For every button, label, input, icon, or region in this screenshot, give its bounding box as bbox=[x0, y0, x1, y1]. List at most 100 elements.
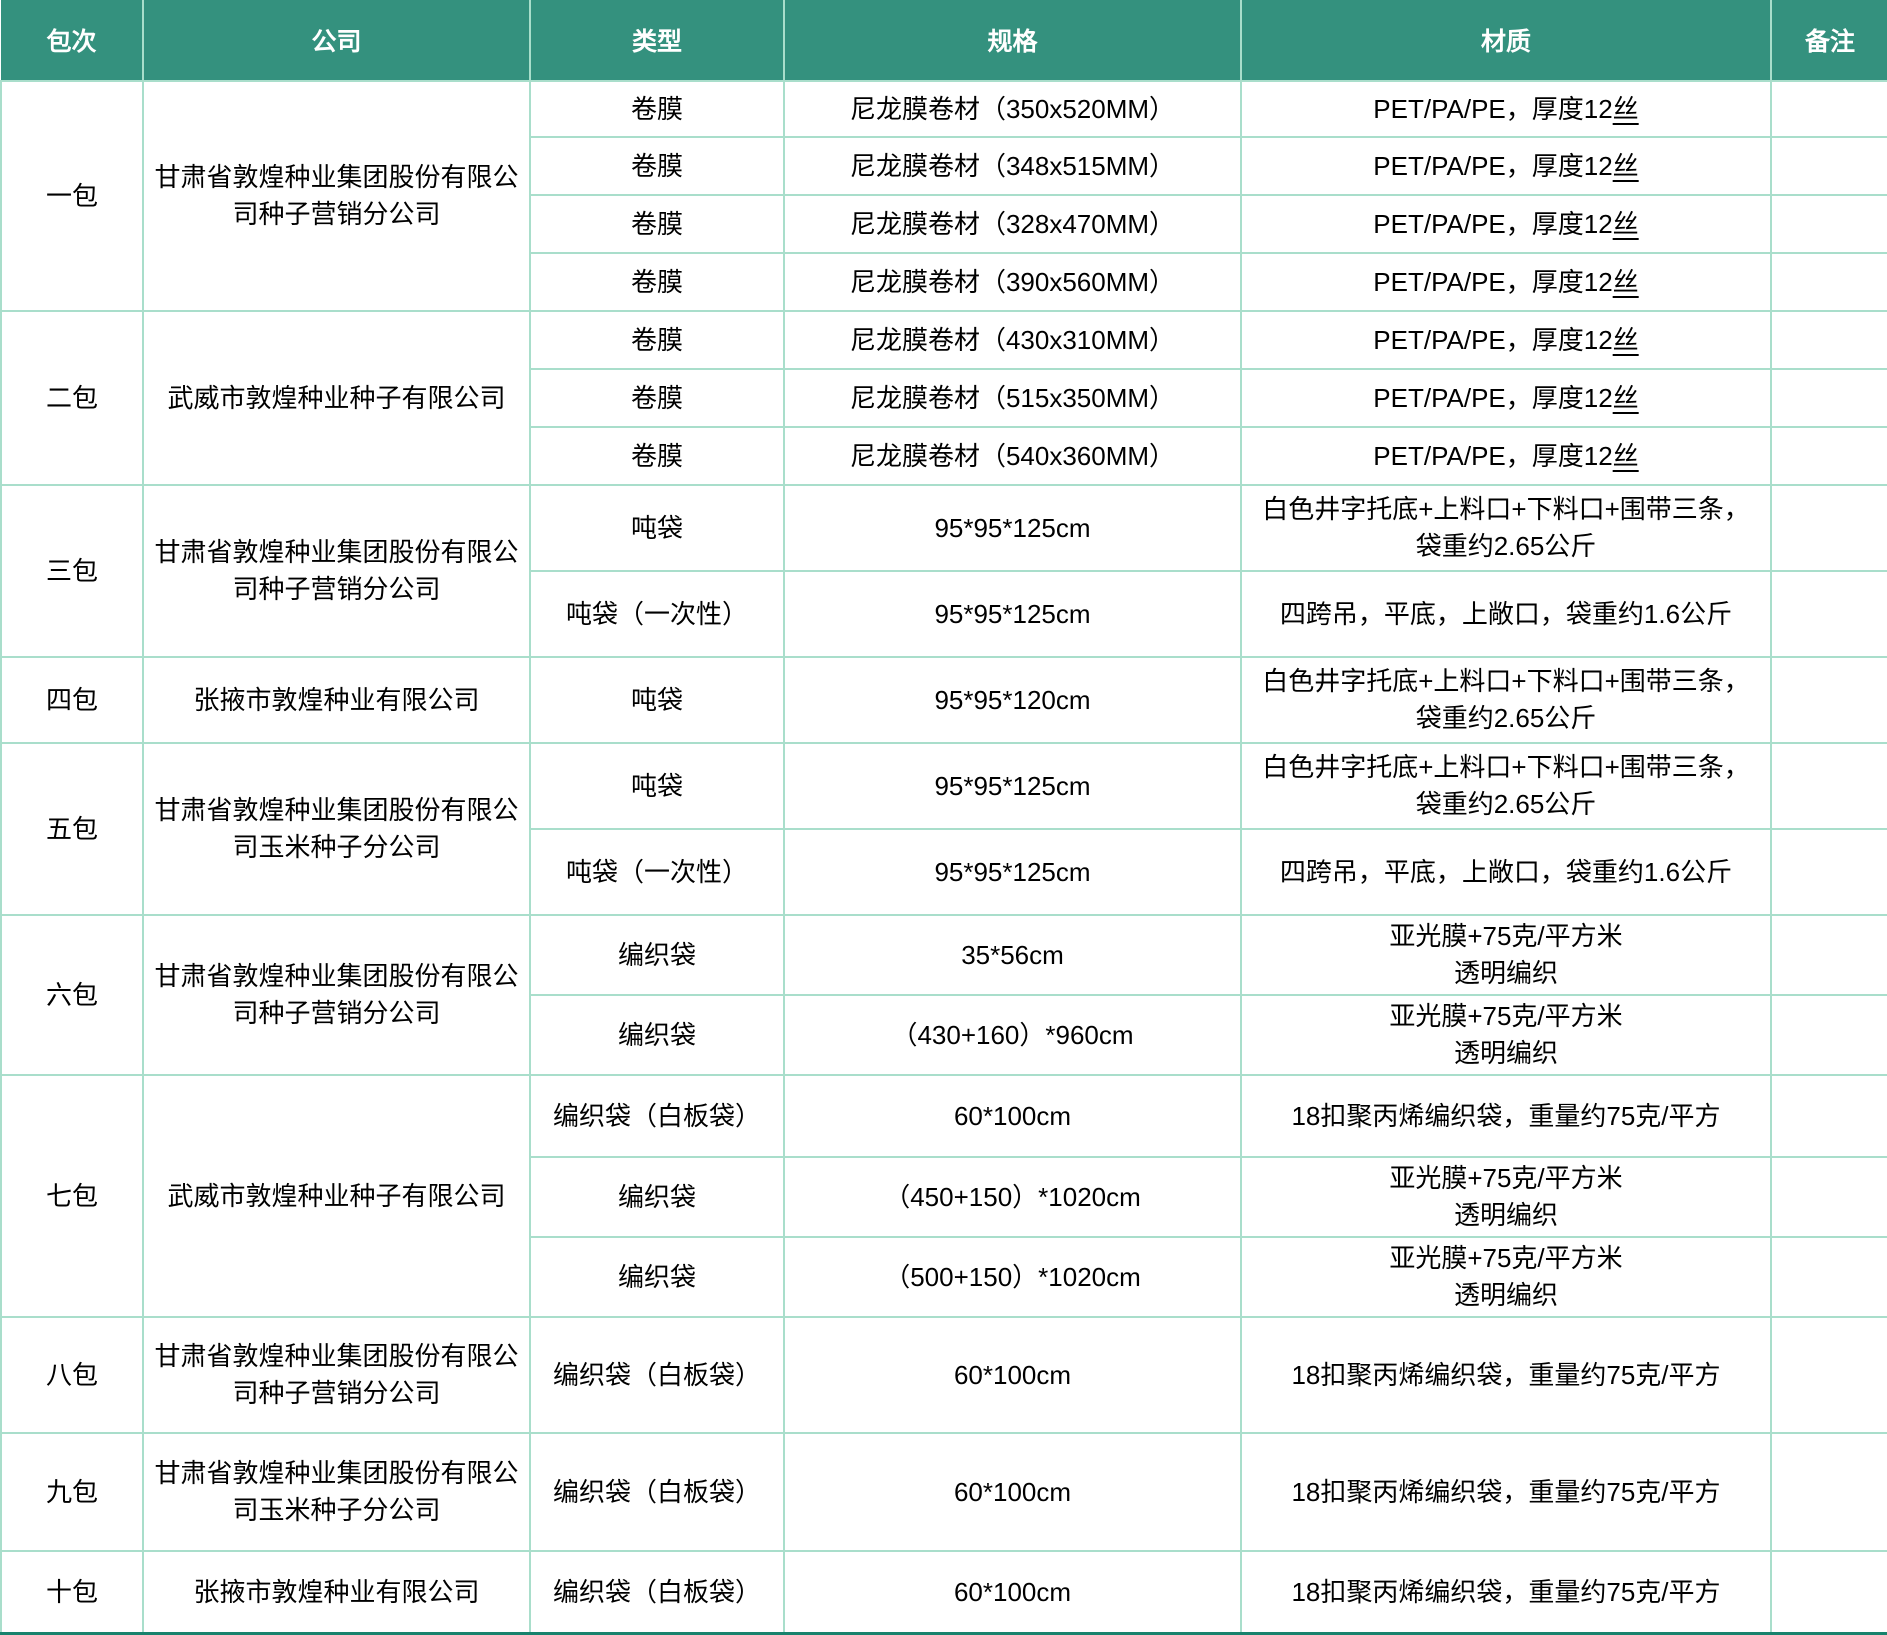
material-cell: 亚光膜+75克/平方米 透明编织 bbox=[1240, 1236, 1772, 1318]
note-cell bbox=[1770, 1432, 1887, 1552]
type-cell: 吨袋（一次性） bbox=[529, 828, 785, 916]
material-text: 白色井字托底+上料口+下料口+围带三条， bbox=[1262, 752, 1750, 782]
type-cell: 卷膜 bbox=[529, 194, 785, 254]
batch-cell: 七包 bbox=[0, 1074, 144, 1318]
material-line: 袋重约2.65公斤 bbox=[1248, 700, 1764, 737]
material-line: 亚光膜+75克/平方米 bbox=[1248, 1240, 1764, 1277]
material-line: PET/PA/PE，厚度12丝 bbox=[1248, 206, 1764, 243]
material-text: 18扣聚丙烯编织袋，重量约75克/平方 bbox=[1291, 1576, 1721, 1607]
material-text: PET/PA/PE，厚度12 bbox=[1373, 93, 1613, 124]
spec-cell: 尼龙膜卷材（328x470MM） bbox=[783, 194, 1242, 254]
material-text: 四跨吊，平底，上敞口，袋重约1.6公斤 bbox=[1279, 598, 1733, 629]
spec-cell: 60*100cm bbox=[783, 1432, 1242, 1552]
table-header: 包次 公司 类型 规格 材质 备注 bbox=[1, 0, 1887, 82]
type-cell: 卷膜 bbox=[529, 80, 785, 138]
spec-cell: 95*95*120cm bbox=[783, 656, 1242, 744]
table-row: 三包 甘肃省敦煌种业集团股份有限公司种子营销分公司 吨袋 95*95*125cm 白色井… bbox=[0, 484, 1887, 658]
note-cell bbox=[1770, 484, 1887, 572]
note-cell bbox=[1770, 570, 1887, 658]
company-cell: 甘肃省敦煌种业集团股份有限公司玉米种子分公司 bbox=[142, 742, 531, 916]
header-material: 材质 bbox=[1240, 0, 1772, 82]
material-text-underlined: 丝 bbox=[1612, 208, 1639, 239]
material-cell: 白色井字托底+上料口+下料口+围带三条， 袋重约2.65公斤 bbox=[1240, 656, 1772, 744]
table-row: 八包 甘肃省敦煌种业集团股份有限公司种子营销分公司 编织袋（白板袋） 60*100cm… bbox=[0, 1316, 1887, 1434]
note-cell bbox=[1770, 80, 1887, 138]
company-cell: 张掖市敦煌种业有限公司 bbox=[142, 1550, 531, 1635]
batch-cell: 四包 bbox=[0, 656, 144, 744]
material-text: PET/PA/PE，厚度12 bbox=[1373, 208, 1613, 239]
note-cell bbox=[1770, 994, 1887, 1076]
spec-cell: 尼龙膜卷材（348x515MM） bbox=[783, 136, 1242, 196]
note-cell bbox=[1770, 742, 1887, 830]
material-cell: PET/PA/PE，厚度12丝 bbox=[1240, 80, 1772, 138]
header-note: 备注 bbox=[1770, 0, 1887, 82]
note-cell bbox=[1770, 1550, 1887, 1635]
material-text: 透明编织 bbox=[1453, 1038, 1558, 1068]
spec-cell: （430+160）*960cm bbox=[783, 994, 1242, 1076]
company-cell: 甘肃省敦煌种业集团股份有限公司种子营销分公司 bbox=[142, 80, 531, 312]
material-cell: PET/PA/PE，厚度12丝 bbox=[1240, 368, 1772, 428]
type-cell: 卷膜 bbox=[529, 368, 785, 428]
material-text: 袋重约2.65公斤 bbox=[1415, 703, 1597, 733]
material-line: 透明编织 bbox=[1248, 1277, 1764, 1314]
batch-cell: 六包 bbox=[0, 914, 144, 1076]
material-cell: PET/PA/PE，厚度12丝 bbox=[1240, 194, 1772, 254]
batch-cell: 三包 bbox=[0, 484, 144, 658]
material-text: 18扣聚丙烯编织袋，重量约75克/平方 bbox=[1291, 1100, 1721, 1131]
note-cell bbox=[1770, 426, 1887, 486]
spec-cell: 尼龙膜卷材（540x360MM） bbox=[783, 426, 1242, 486]
spec-cell: 尼龙膜卷材（390x560MM） bbox=[783, 252, 1242, 312]
type-cell: 卷膜 bbox=[529, 136, 785, 196]
spec-cell: 尼龙膜卷材（515x350MM） bbox=[783, 368, 1242, 428]
table-row: 卷膜 尼龙膜卷材（515x350MM） PET/PA/PE，厚度12丝 bbox=[1, 368, 1887, 428]
note-cell bbox=[1770, 1156, 1887, 1238]
material-cell: 18扣聚丙烯编织袋，重量约75克/平方 bbox=[1240, 1432, 1772, 1552]
batch-cell: 一包 bbox=[0, 80, 144, 312]
material-line: 白色井字托底+上料口+下料口+围带三条， bbox=[1248, 491, 1764, 528]
note-cell bbox=[1770, 1236, 1887, 1318]
table-row: 六包 甘肃省敦煌种业集团股份有限公司种子营销分公司 编织袋 35*56cm 亚光膜+75… bbox=[0, 914, 1887, 1076]
table-row: 十包 张掖市敦煌种业有限公司 编织袋（白板袋） 60*100cm 18扣聚丙烯编织袋，重… bbox=[0, 1550, 1887, 1635]
material-line: PET/PA/PE，厚度12丝 bbox=[1248, 91, 1764, 128]
spec-cell: 95*95*125cm bbox=[783, 484, 1242, 572]
material-text: 透明编织 bbox=[1453, 958, 1558, 988]
material-line: 亚光膜+75克/平方米 bbox=[1248, 1160, 1764, 1197]
company-cell: 武威市敦煌种业种子有限公司 bbox=[142, 310, 531, 486]
spec-cell: （450+150）*1020cm bbox=[783, 1156, 1242, 1238]
material-line: PET/PA/PE，厚度12丝 bbox=[1248, 438, 1764, 475]
spec-cell: 95*95*125cm bbox=[783, 828, 1242, 916]
material-line: PET/PA/PE，厚度12丝 bbox=[1248, 264, 1764, 301]
type-cell: 吨袋 bbox=[529, 656, 785, 744]
material-text-underlined: 丝 bbox=[1612, 93, 1639, 124]
material-cell: PET/PA/PE，厚度12丝 bbox=[1240, 136, 1772, 196]
table-row: 编织袋 （430+160）*960cm 亚光膜+75克/平方米 透明编织 bbox=[1, 994, 1887, 1076]
material-line: 18扣聚丙烯编织袋，重量约75克/平方 bbox=[1248, 1474, 1764, 1511]
table-row: 七包 武威市敦煌种业种子有限公司 编织袋（白板袋） 60*100cm 18扣聚丙烯编织袋… bbox=[0, 1074, 1887, 1318]
material-text: 亚光膜+75克/平方米 bbox=[1389, 1243, 1623, 1273]
material-cell: PET/PA/PE，厚度12丝 bbox=[1240, 426, 1772, 486]
material-line: PET/PA/PE，厚度12丝 bbox=[1248, 148, 1764, 185]
material-text: 透明编织 bbox=[1453, 1280, 1558, 1310]
spec-cell: 60*100cm bbox=[783, 1074, 1242, 1158]
company-cell: 甘肃省敦煌种业集团股份有限公司种子营销分公司 bbox=[142, 1316, 531, 1434]
material-text: PET/PA/PE，厚度12 bbox=[1373, 324, 1613, 355]
table-body: 一包 甘肃省敦煌种业集团股份有限公司种子营销分公司 卷膜 尼龙膜卷材（350x520M… bbox=[0, 80, 1887, 1635]
material-text: 亚光膜+75克/平方米 bbox=[1389, 1001, 1623, 1031]
note-cell bbox=[1770, 136, 1887, 196]
spec-cell: 尼龙膜卷材（350x520MM） bbox=[783, 80, 1242, 138]
spec-cell: 95*95*125cm bbox=[783, 570, 1242, 658]
material-line: 18扣聚丙烯编织袋，重量约75克/平方 bbox=[1248, 1574, 1764, 1611]
material-cell: PET/PA/PE，厚度12丝 bbox=[1240, 310, 1772, 370]
type-cell: 编织袋 bbox=[529, 914, 785, 996]
company-cell: 武威市敦煌种业种子有限公司 bbox=[142, 1074, 531, 1318]
material-text: 亚光膜+75克/平方米 bbox=[1389, 921, 1623, 951]
material-text: 四跨吊，平底，上敞口，袋重约1.6公斤 bbox=[1279, 856, 1733, 887]
material-text: 袋重约2.65公斤 bbox=[1415, 789, 1597, 819]
material-cell: 亚光膜+75克/平方米 透明编织 bbox=[1240, 1156, 1772, 1238]
material-line: PET/PA/PE，厚度12丝 bbox=[1248, 380, 1764, 417]
material-line: 透明编织 bbox=[1248, 1035, 1764, 1072]
company-cell: 甘肃省敦煌种业集团股份有限公司种子营销分公司 bbox=[142, 914, 531, 1076]
table-row: 吨袋（一次性） 95*95*125cm 四跨吊，平底，上敞口，袋重约1.6公斤 bbox=[1, 828, 1887, 916]
